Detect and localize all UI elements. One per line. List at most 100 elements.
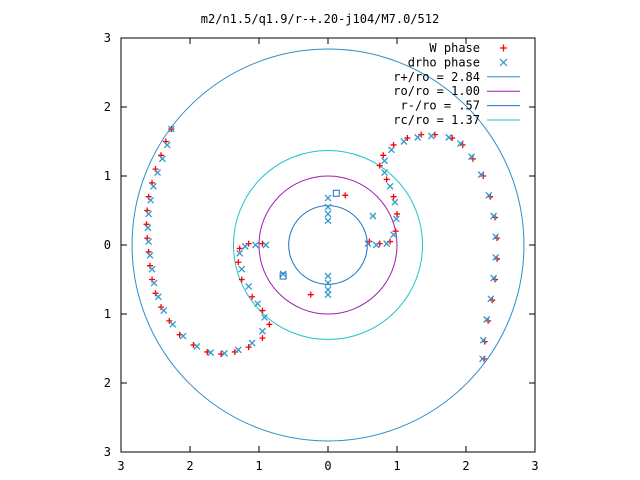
data-point xyxy=(238,265,246,273)
data-point xyxy=(158,304,165,311)
data-point xyxy=(390,231,398,239)
x-tick-label: 1 xyxy=(255,459,262,473)
data-point xyxy=(391,198,399,206)
x-tick-label: 3 xyxy=(117,459,124,473)
data-point xyxy=(381,169,389,177)
data-point xyxy=(457,140,464,148)
data-point xyxy=(468,153,475,161)
data-point xyxy=(259,335,266,342)
data-point xyxy=(492,233,500,241)
data-point xyxy=(418,131,425,138)
data-point xyxy=(166,317,173,324)
reference-circles xyxy=(131,48,525,442)
data-point xyxy=(394,210,400,217)
data-point xyxy=(158,155,166,163)
data-point xyxy=(392,215,400,223)
data-point xyxy=(324,203,332,211)
data-point xyxy=(369,212,377,220)
data-point xyxy=(245,240,252,247)
data-point xyxy=(383,240,391,248)
legend-label: W phase xyxy=(429,41,480,55)
data-point xyxy=(383,176,390,183)
square-marker xyxy=(279,272,287,280)
data-point xyxy=(193,342,201,350)
data-point xyxy=(163,141,171,149)
data-point xyxy=(145,210,153,218)
data-point xyxy=(400,138,408,145)
data-point xyxy=(238,276,245,283)
data-point xyxy=(490,212,498,220)
data-point xyxy=(145,238,153,246)
data-point xyxy=(152,290,159,297)
data-point xyxy=(252,241,260,249)
data-point xyxy=(235,259,242,266)
y-tick-label: 3 xyxy=(104,445,111,459)
data-point xyxy=(324,217,332,225)
data-point xyxy=(154,293,162,301)
data-point xyxy=(169,320,177,328)
data-point xyxy=(479,336,487,344)
x-tick-label: 3 xyxy=(531,459,538,473)
data-point xyxy=(262,241,270,249)
data-point xyxy=(485,191,493,199)
chart-title: m2/n1.5/q1.9/r-+.20-j104/M7.0/512 xyxy=(201,12,439,26)
square-marker xyxy=(332,189,340,197)
data-point xyxy=(150,279,158,287)
data-point xyxy=(279,270,287,278)
x-tick-label: 2 xyxy=(462,459,469,473)
y-tick-label: 0 xyxy=(104,238,111,252)
series-0 xyxy=(143,126,501,362)
y-tick-label: 3 xyxy=(104,31,111,45)
data-point xyxy=(324,194,332,202)
y-tick-label: 1 xyxy=(104,307,111,321)
data-point xyxy=(236,245,243,252)
data-point xyxy=(248,339,256,347)
data-point xyxy=(258,327,266,335)
data-point xyxy=(307,291,314,298)
data-point xyxy=(390,193,397,200)
data-point xyxy=(254,300,262,308)
data-point xyxy=(261,313,268,321)
x-tick-label: 0 xyxy=(324,459,331,473)
data-point xyxy=(154,169,162,177)
data-point xyxy=(324,210,332,218)
data-point xyxy=(266,321,273,328)
data-point xyxy=(148,265,156,273)
data-point xyxy=(245,282,253,290)
x-tick-label: 2 xyxy=(186,459,193,473)
scatter-series xyxy=(143,125,501,363)
data-point xyxy=(404,135,411,142)
radius-circle-2 xyxy=(288,205,368,285)
data-point xyxy=(259,307,266,314)
legend-label: r-/ro = .57 xyxy=(401,99,480,113)
data-point xyxy=(490,274,498,282)
legend-marker-sample xyxy=(500,44,507,52)
data-point xyxy=(221,349,228,357)
data-point xyxy=(249,293,256,300)
legend-label: rc/ro = 1.37 xyxy=(393,113,480,127)
data-point xyxy=(144,224,152,232)
data-point xyxy=(386,182,394,190)
data-point xyxy=(364,240,372,248)
data-point xyxy=(324,279,332,287)
data-point xyxy=(487,295,495,303)
data-point xyxy=(492,253,500,261)
data-point xyxy=(428,132,435,140)
data-point xyxy=(207,349,215,357)
data-point xyxy=(381,157,389,165)
data-point xyxy=(324,272,332,280)
data-point xyxy=(146,251,154,259)
data-point xyxy=(372,241,380,249)
radius-circle-0 xyxy=(131,48,525,442)
series-1 xyxy=(144,125,500,363)
radius-circle-3 xyxy=(232,149,424,341)
data-point xyxy=(245,344,252,351)
legend-label: drho phase xyxy=(408,55,480,69)
legend-label: r+/ro = 2.84 xyxy=(393,70,480,84)
y-tick-label: 2 xyxy=(104,100,111,114)
y-tick-label: 2 xyxy=(104,376,111,390)
data-point xyxy=(149,182,157,190)
